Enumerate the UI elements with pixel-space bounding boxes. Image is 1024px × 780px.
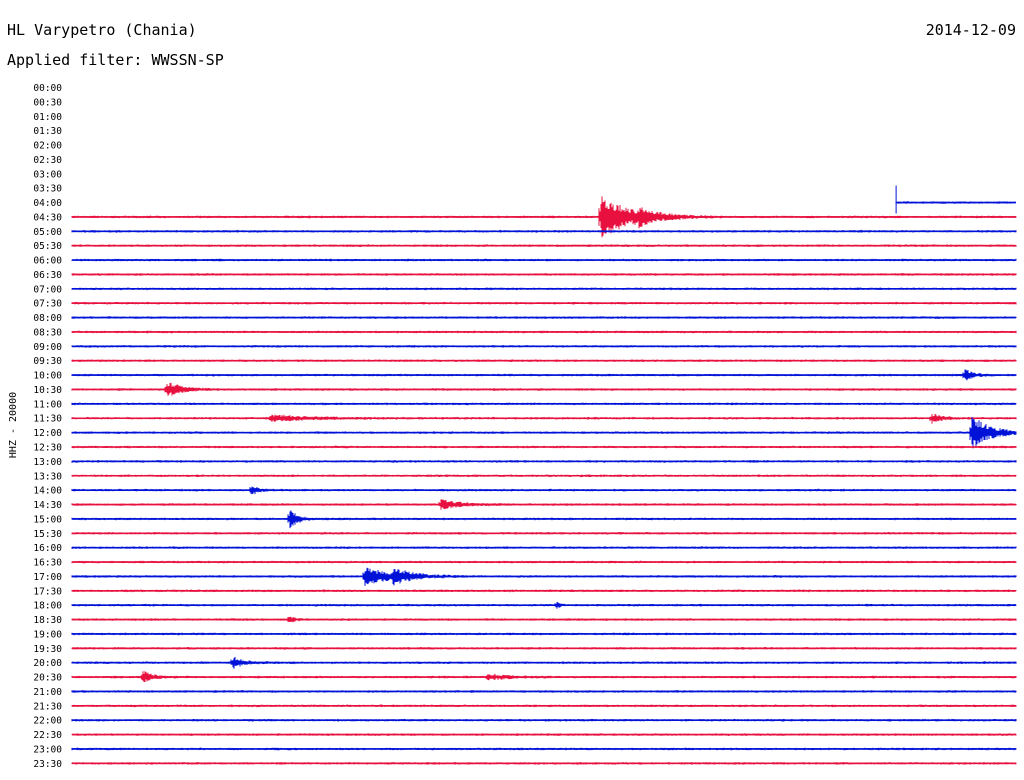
time-label: 10:30 bbox=[33, 385, 62, 396]
time-label: 13:00 bbox=[33, 457, 62, 468]
time-label: 01:30 bbox=[33, 126, 62, 137]
time-label: 13:30 bbox=[33, 471, 62, 482]
time-label: 22:00 bbox=[33, 716, 62, 727]
time-label: 21:00 bbox=[33, 687, 62, 698]
time-label: 05:00 bbox=[33, 227, 62, 238]
time-label: 06:30 bbox=[33, 270, 62, 281]
time-label: 16:00 bbox=[33, 543, 62, 554]
time-label: 19:30 bbox=[33, 644, 62, 655]
time-label: 14:00 bbox=[33, 486, 62, 497]
time-label: 00:00 bbox=[33, 83, 62, 94]
time-label: 02:00 bbox=[33, 141, 62, 152]
seismic-traces bbox=[71, 185, 1017, 765]
time-label: 23:00 bbox=[33, 744, 62, 755]
time-label: 04:30 bbox=[33, 212, 62, 223]
time-label: 11:00 bbox=[33, 399, 62, 410]
applied-filter-label: Applied filter: WWSSN-SP bbox=[7, 51, 224, 69]
time-label: 20:00 bbox=[33, 658, 62, 669]
time-label: 15:30 bbox=[33, 529, 62, 540]
time-label: 10:00 bbox=[33, 371, 62, 382]
time-label: 06:00 bbox=[33, 256, 62, 267]
time-label: 04:00 bbox=[33, 198, 62, 209]
time-label: 11:30 bbox=[33, 414, 62, 425]
time-label: 21:30 bbox=[33, 701, 62, 712]
time-label: 12:30 bbox=[33, 443, 62, 454]
station-title: HL Varypetro (Chania) bbox=[7, 21, 197, 39]
time-label: 17:00 bbox=[33, 572, 62, 583]
time-label: 18:00 bbox=[33, 601, 62, 612]
recording-date: 2014-12-09 bbox=[925, 21, 1016, 39]
time-label: 01:00 bbox=[33, 112, 62, 123]
time-label: 00:30 bbox=[33, 97, 62, 108]
time-label: 19:00 bbox=[33, 629, 62, 640]
time-label: 12:00 bbox=[33, 428, 62, 439]
time-label: 14:30 bbox=[33, 500, 62, 511]
time-label: 22:30 bbox=[33, 730, 62, 741]
time-axis-labels: 00:00 00:30 01:00 01:30 02:00 02:30 03:00 03:30… bbox=[33, 83, 62, 770]
time-label: 09:30 bbox=[33, 356, 62, 367]
time-label: 20:30 bbox=[33, 673, 62, 684]
time-label: 18:30 bbox=[33, 615, 62, 626]
time-label: 16:30 bbox=[33, 558, 62, 569]
time-label: 02:30 bbox=[33, 155, 62, 166]
time-label: 09:00 bbox=[33, 342, 62, 353]
time-label: 23:30 bbox=[33, 759, 62, 770]
time-label: 05:30 bbox=[33, 241, 62, 252]
time-label: 03:30 bbox=[33, 184, 62, 195]
time-label: 15:00 bbox=[33, 514, 62, 525]
time-label: 07:00 bbox=[33, 284, 62, 295]
time-label: 08:00 bbox=[33, 313, 62, 324]
time-label: 17:30 bbox=[33, 586, 62, 597]
time-label: 07:30 bbox=[33, 299, 62, 310]
time-label: 03:00 bbox=[33, 169, 62, 180]
time-label: 08:30 bbox=[33, 327, 62, 338]
channel-label: HHZ - 20000 bbox=[8, 392, 19, 458]
